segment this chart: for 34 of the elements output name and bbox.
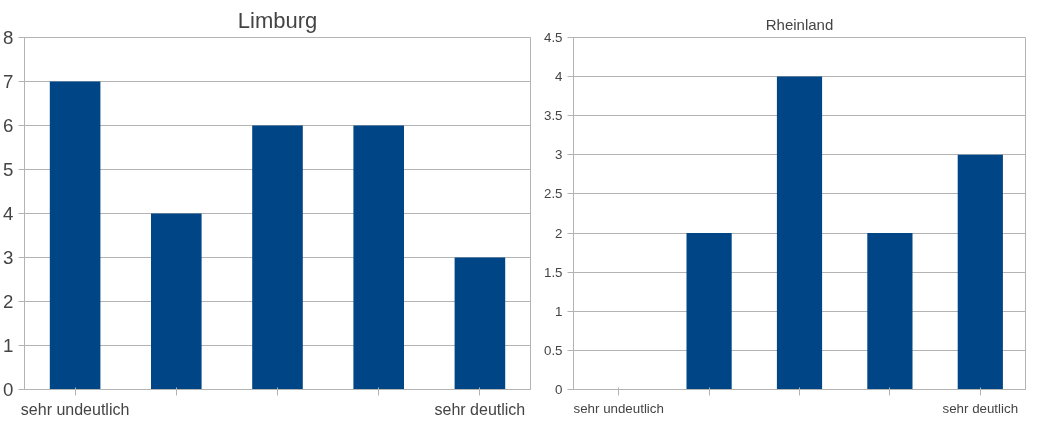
y-tick-label: 6 (3, 115, 14, 136)
y-tick-label: 1 (555, 303, 563, 319)
bar (151, 213, 202, 390)
y-tick-label: 2 (555, 225, 563, 241)
bar (454, 257, 506, 390)
y-tick-label: 4 (555, 69, 564, 85)
bar (957, 154, 1003, 390)
bar (353, 125, 404, 390)
bar (49, 81, 101, 390)
chart-title: Limburg (237, 7, 318, 33)
y-tick-label: 3 (555, 147, 563, 163)
y-tick-label: 5 (3, 159, 14, 180)
y-tick-label: 3 (3, 247, 14, 268)
x-tick-label: sehr undeutlich (20, 400, 130, 418)
x-tick-label: sehr undeutlich (573, 400, 664, 416)
y-tick-label: 1 (3, 335, 14, 356)
bar (776, 76, 823, 390)
y-tick-label: 0 (555, 382, 563, 397)
y-tick-label: 3.5 (543, 108, 563, 124)
chart-title: Rheinland (765, 15, 834, 33)
y-tick-label: 0 (3, 379, 14, 400)
x-tick-label: sehr deutlich (942, 400, 1019, 416)
y-tick-label: 4.5 (543, 30, 563, 45)
y-tick-label: 2.5 (543, 186, 563, 202)
y-tick-label: 1.5 (543, 264, 563, 280)
y-tick-label: 2 (3, 291, 14, 312)
bar (686, 233, 732, 390)
bar (252, 125, 303, 390)
y-tick-label: 0.5 (543, 342, 563, 358)
y-tick-label: 4 (3, 203, 14, 224)
y-tick-label: 8 (3, 27, 14, 48)
y-tick-label: 7 (3, 71, 14, 92)
x-tick-label: sehr deutlich (434, 400, 526, 418)
bar (867, 233, 913, 390)
